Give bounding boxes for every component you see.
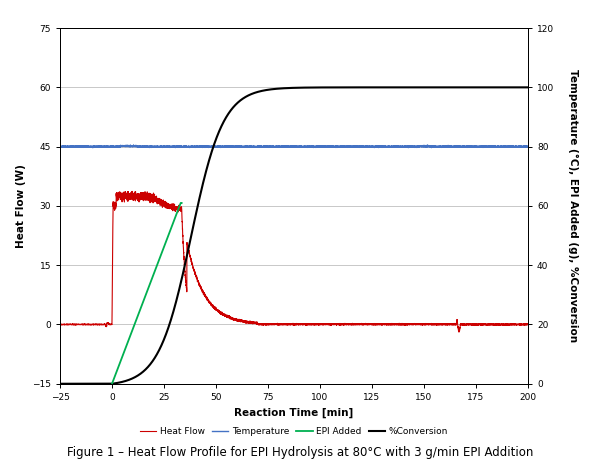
EPI Added <box>158 250 165 256</box>
Line: EPI Added: EPI Added <box>112 203 182 384</box>
%Conversion <box>226 110 233 115</box>
EPI Added <box>149 273 157 278</box>
%Conversion <box>524 85 532 90</box>
Y-axis label: Heat Flow (W): Heat Flow (W) <box>16 164 26 248</box>
Line: %Conversion: %Conversion <box>60 88 528 384</box>
Text: Figure 1 – Heat Flow Profile for EPI Hydrolysis at 80°C with 3 g/min EPI Additio: Figure 1 – Heat Flow Profile for EPI Hyd… <box>67 446 533 459</box>
Temperature <box>130 142 137 148</box>
Heat Flow <box>128 189 136 194</box>
EPI Added <box>178 200 185 206</box>
Temperature <box>354 144 361 149</box>
Heat Flow <box>80 322 87 327</box>
Temperature <box>226 143 233 149</box>
Heat Flow <box>226 314 233 320</box>
Temperature <box>89 145 97 151</box>
Temperature <box>524 144 532 150</box>
Heat Flow <box>455 329 463 335</box>
EPI Added <box>143 290 150 296</box>
%Conversion <box>334 85 341 90</box>
%Conversion <box>428 85 436 90</box>
Temperature <box>334 144 341 150</box>
%Conversion <box>80 381 87 387</box>
Line: Heat Flow: Heat Flow <box>60 191 528 332</box>
Legend: Heat Flow, Temperature, EPI Added, %Conversion: Heat Flow, Temperature, EPI Added, %Conv… <box>136 424 452 440</box>
EPI Added <box>177 200 184 206</box>
%Conversion <box>354 85 361 90</box>
EPI Added <box>178 200 185 206</box>
%Conversion <box>403 85 410 90</box>
Temperature <box>428 144 436 150</box>
Heat Flow <box>334 322 341 327</box>
Heat Flow <box>354 322 361 328</box>
Temperature <box>56 144 64 149</box>
EPI Added <box>119 354 126 359</box>
Heat Flow <box>428 322 436 328</box>
X-axis label: Reaction Time [min]: Reaction Time [min] <box>235 407 353 417</box>
Heat Flow <box>56 322 64 327</box>
Temperature <box>403 144 410 150</box>
Heat Flow <box>524 321 532 327</box>
EPI Added <box>109 381 116 387</box>
%Conversion <box>56 381 64 387</box>
Y-axis label: Temperature (°C), EPI Added (g), %Conversion: Temperature (°C), EPI Added (g), %Conver… <box>568 69 578 343</box>
Line: Temperature: Temperature <box>60 145 528 148</box>
Temperature <box>80 144 87 149</box>
EPI Added <box>122 346 129 351</box>
Heat Flow <box>403 322 410 327</box>
